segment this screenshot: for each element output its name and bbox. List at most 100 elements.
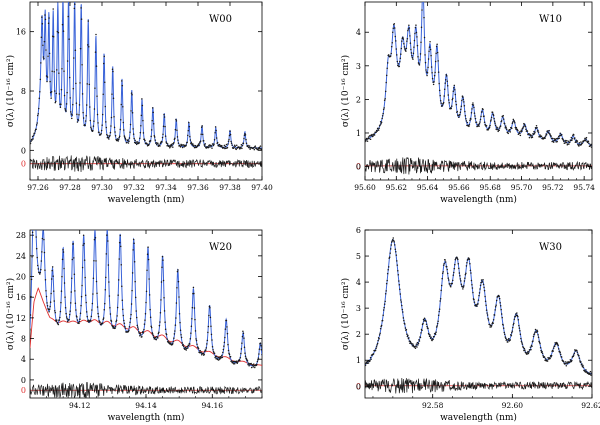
data-point	[201, 133, 204, 136]
data-point	[513, 318, 516, 320]
data-point	[161, 255, 164, 258]
data-point	[581, 363, 583, 365]
data-point	[173, 337, 175, 339]
data-point	[149, 308, 151, 311]
data-point	[116, 315, 118, 317]
data-point	[389, 252, 391, 254]
data-point	[104, 81, 106, 84]
data-point	[96, 292, 98, 294]
data-point	[526, 130, 529, 132]
data-point	[564, 142, 566, 144]
data-point	[444, 261, 447, 263]
data-point	[501, 316, 503, 319]
data-point	[74, 49, 77, 52]
data-point	[199, 349, 201, 352]
data-point	[408, 24, 410, 27]
data-point	[184, 348, 186, 350]
data-point	[553, 345, 556, 347]
data-point	[228, 352, 230, 354]
x-tick-label: 95.66	[448, 183, 470, 192]
data-point	[144, 139, 146, 142]
data-point	[414, 347, 417, 349]
data-point	[208, 314, 210, 317]
data-point	[221, 354, 223, 357]
data-point	[528, 136, 531, 139]
data-point	[162, 125, 165, 128]
data-point	[61, 275, 63, 278]
data-point	[179, 146, 182, 148]
data-point	[382, 108, 385, 111]
data-point	[42, 230, 45, 231]
data-point	[425, 323, 428, 325]
data-point	[478, 294, 480, 297]
data-point	[520, 129, 523, 131]
y-axis-label: σ(λ) (10⁻¹⁶ cm²)	[5, 55, 16, 127]
data-point	[189, 139, 192, 141]
data-point	[552, 141, 555, 143]
data-point	[69, 111, 72, 113]
data-point	[463, 280, 466, 282]
y-tick-label: 5	[356, 252, 361, 261]
data-point	[161, 141, 163, 143]
data-point	[393, 239, 395, 242]
data-point	[93, 108, 96, 110]
y-tick-label: 4	[21, 355, 26, 364]
data-point	[187, 134, 189, 137]
x-tick-label: 97.38	[219, 183, 241, 192]
data-point	[177, 142, 180, 144]
data-point	[227, 140, 230, 142]
data-point	[35, 128, 37, 130]
data-point	[468, 125, 470, 128]
data-point	[416, 44, 419, 47]
data-point	[420, 41, 422, 44]
data-point	[211, 147, 213, 149]
data-point	[404, 48, 406, 50]
data-point	[148, 294, 151, 296]
data-point	[224, 336, 226, 339]
data-point	[46, 76, 49, 78]
data-point	[591, 144, 592, 146]
data-point	[88, 45, 90, 48]
data-point	[44, 278, 47, 281]
data-point	[513, 120, 516, 122]
data-point	[189, 338, 192, 340]
data-point	[447, 94, 449, 96]
data-point	[488, 126, 491, 129]
panel-title: W30	[539, 242, 562, 253]
data-point	[180, 334, 182, 336]
data-point	[539, 342, 541, 345]
data-point	[541, 352, 544, 355]
data-point	[431, 339, 433, 342]
data-point	[114, 325, 117, 328]
data-point	[227, 349, 230, 352]
x-tick-label: 97.28	[59, 183, 81, 192]
data-point	[48, 17, 50, 19]
data-point	[474, 115, 476, 117]
data-point	[540, 349, 542, 352]
data-point	[512, 324, 515, 326]
data-point	[210, 145, 213, 147]
data-point	[375, 131, 377, 133]
data-point	[150, 129, 153, 131]
data-point	[468, 258, 471, 261]
data-point	[478, 292, 481, 294]
data-point	[195, 338, 197, 340]
data-point	[228, 353, 231, 356]
data-point	[408, 27, 411, 29]
data-point	[65, 312, 67, 315]
data-point	[537, 336, 540, 338]
data-point	[212, 144, 215, 147]
data-point	[107, 136, 110, 139]
data-point	[463, 104, 466, 107]
data-point	[402, 38, 405, 40]
data-point	[487, 319, 490, 321]
data-point	[41, 22, 44, 25]
data-point	[477, 124, 480, 126]
data-point	[112, 70, 114, 73]
data-point	[82, 244, 84, 246]
data-point	[166, 338, 168, 340]
data-point	[559, 353, 562, 356]
data-point	[179, 329, 182, 332]
data-point	[128, 325, 131, 328]
data-point	[101, 124, 103, 126]
